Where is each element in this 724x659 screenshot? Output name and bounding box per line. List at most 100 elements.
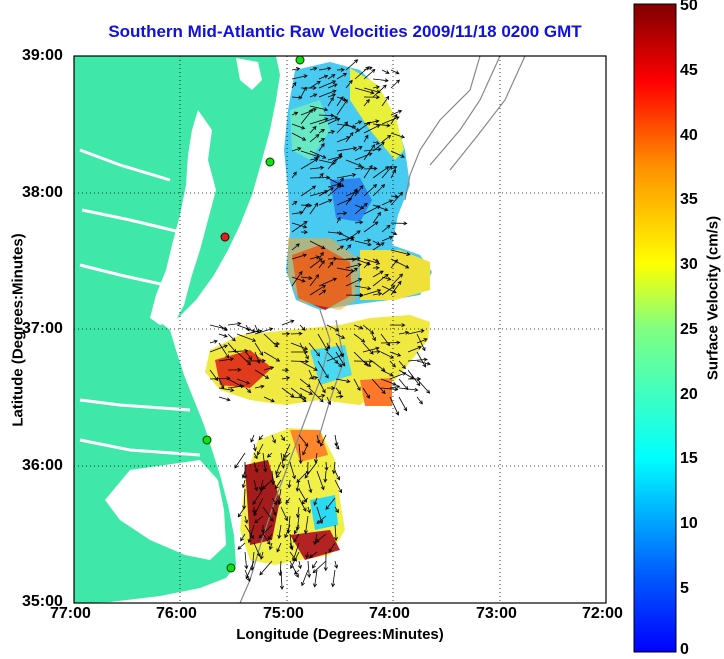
radar-site-marker [226, 563, 236, 573]
velocity-arrow [390, 132, 405, 139]
velocity-arrow [291, 243, 300, 251]
velocity-arrow [312, 560, 327, 574]
y-tick-label: 38:00 [22, 184, 63, 201]
velocity-arrow [354, 165, 365, 170]
velocity-arrow [389, 323, 406, 328]
velocity-patch-north-yellow [350, 68, 404, 160]
colorbar-tick: 10 [680, 515, 698, 532]
velocity-arrow [363, 238, 372, 243]
velocity-arrow [353, 333, 366, 343]
velocity-arrow [309, 285, 327, 296]
velocity-arrow [312, 569, 318, 588]
velocity-vectors [209, 59, 431, 590]
velocity-arrow [327, 96, 334, 107]
velocity-arrow [318, 260, 325, 269]
velocity-arrow [326, 324, 340, 332]
velocity-arrow [363, 95, 381, 100]
velocity-arrow [389, 372, 407, 380]
velocity-patch-south-red [245, 460, 280, 545]
velocity-arrow [336, 267, 355, 273]
velocity-arrow [390, 79, 400, 89]
velocity-arrow [335, 378, 351, 384]
colorbar-tick: 35 [680, 191, 698, 208]
velocity-arrow [390, 165, 398, 170]
velocity-arrow [253, 461, 259, 473]
velocity-arrow [291, 74, 308, 80]
velocity-arrow [300, 158, 319, 170]
velocity-arrow [263, 366, 275, 371]
velocity-arrow [372, 141, 385, 152]
velocity-arrow [250, 434, 255, 443]
velocity-arrow [218, 342, 229, 359]
velocity-arrow [363, 205, 381, 215]
velocity-arrow [389, 384, 401, 389]
velocity-arrow [372, 242, 385, 251]
velocity-arrow [280, 434, 285, 442]
velocity-arrow [291, 220, 308, 233]
velocity-arrow [354, 293, 364, 298]
velocity-arrow [325, 497, 336, 510]
velocity-arrow [291, 200, 298, 206]
velocity-arrow [389, 396, 400, 416]
velocity-arrow [317, 360, 329, 379]
velocity-arrow [416, 360, 431, 366]
velocity-arrow [309, 125, 317, 134]
velocity-arrow [372, 166, 390, 179]
velocity-arrow [309, 117, 329, 125]
x-axis-label: Longitude (Degrees:Minutes) [236, 626, 444, 643]
velocity-arrow [353, 378, 361, 392]
colorbar-tick: 50 [680, 0, 698, 14]
velocity-arrow [398, 396, 408, 412]
velocity-arrow [300, 203, 309, 215]
velocity-arrow [390, 258, 410, 269]
velocity-arrow [416, 396, 423, 405]
velocity-arrow [334, 560, 339, 569]
y-tick-label: 36:00 [22, 457, 63, 474]
radar-sites [202, 56, 305, 573]
velocity-arrow [336, 216, 341, 224]
colorbar-tick: 5 [680, 580, 689, 597]
velocity-arrow [253, 479, 259, 492]
velocity-arrow [335, 351, 346, 367]
velocity-arrow [335, 360, 343, 368]
velocity-arrow [362, 324, 375, 335]
velocity-arrow [309, 80, 321, 89]
velocity-arrow [320, 434, 327, 447]
velocity-arrow [362, 360, 372, 367]
velocity-arrow [354, 285, 372, 291]
velocity-arrow [281, 368, 290, 373]
velocity-arrow [309, 105, 329, 112]
velocity-arrow [259, 551, 264, 560]
velocity-arrow [398, 360, 406, 370]
velocity-arrow [305, 551, 310, 559]
velocity-arrow [327, 130, 336, 134]
velocity-arrow [334, 434, 339, 447]
velocity-arrow [289, 461, 296, 480]
velocity-arrow [227, 333, 236, 342]
velocity-arrow [309, 255, 320, 260]
velocity-arrow [261, 524, 266, 534]
colorbar-label: Surface Velocity (cm/s) [704, 215, 722, 381]
velocity-arrow [354, 120, 363, 125]
velocity-arrow [372, 78, 389, 83]
velocity-arrow [218, 324, 228, 331]
velocity-arrow [345, 79, 353, 89]
velocity-arrow [245, 358, 267, 363]
velocity-arrow [254, 327, 274, 335]
velocity-arrow [291, 81, 297, 89]
velocity-arrow [252, 506, 257, 515]
velocity-arrow [371, 333, 376, 342]
velocity-arrow [362, 387, 370, 399]
velocity-arrow [285, 497, 291, 505]
velocity-arrow [318, 138, 326, 143]
velocity-arrow [398, 387, 419, 392]
velocity-arrow [390, 259, 398, 269]
velocity-arrow [345, 244, 352, 251]
velocity-arrow [299, 378, 311, 388]
velocity-arrow [244, 515, 249, 524]
velocity-arrow [354, 121, 372, 134]
velocity-arrow [240, 533, 246, 542]
velocity-arrow [254, 515, 264, 524]
velocity-arrow [327, 83, 338, 89]
velocity-arrow [345, 262, 362, 269]
